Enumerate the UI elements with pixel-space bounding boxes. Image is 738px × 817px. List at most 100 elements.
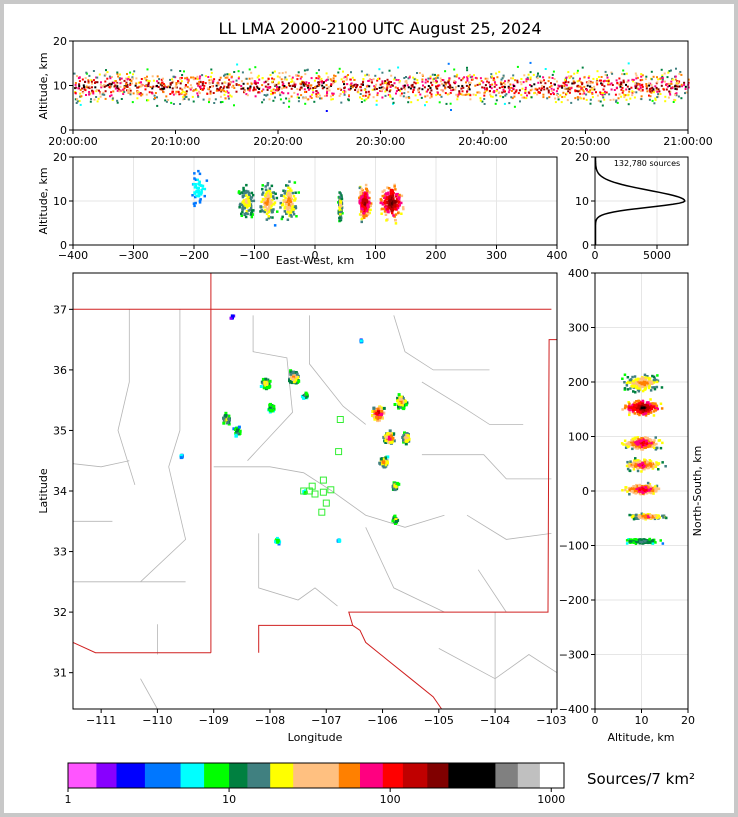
ew-height-mark bbox=[289, 200, 292, 203]
time-height-mark bbox=[182, 90, 184, 93]
time-height-mark bbox=[579, 92, 582, 95]
time-height-mark bbox=[127, 89, 130, 92]
time-height-mark bbox=[373, 85, 376, 88]
colorbar-swatch bbox=[144, 763, 182, 788]
time-height-mark bbox=[474, 76, 477, 79]
plan-view-panel: Longitude Latitude −111 −110 −109 −108 −107−… bbox=[37, 272, 566, 744]
time-height-mark bbox=[622, 93, 625, 96]
figure-frame: LL LMA 2000-2100 UTC August 25, 2024 Alt… bbox=[4, 4, 734, 813]
time-height-mark bbox=[180, 80, 183, 83]
ns-height-mark bbox=[638, 542, 642, 545]
time-height-mark bbox=[131, 101, 134, 104]
time-height-mark bbox=[314, 86, 316, 89]
ew-height-mark bbox=[367, 205, 370, 209]
time-height-mark bbox=[192, 78, 195, 81]
time-height-mark bbox=[389, 89, 392, 92]
colorbar-swatch bbox=[229, 763, 248, 788]
time-height-mark bbox=[179, 78, 182, 80]
time-height-mark bbox=[152, 79, 155, 82]
ns-height-mark bbox=[639, 539, 643, 543]
ns-height-mark bbox=[661, 461, 664, 464]
ew-height-mark bbox=[384, 213, 388, 216]
ns-height-mark bbox=[653, 439, 656, 442]
ns-height-mark bbox=[637, 538, 640, 542]
ns-ytick-label: 400 bbox=[568, 267, 589, 280]
time-height-mark bbox=[621, 73, 623, 76]
time-height-mark bbox=[529, 78, 532, 81]
colorbar-swatch bbox=[495, 763, 519, 788]
time-height-mark bbox=[448, 92, 451, 95]
time-height-mark bbox=[387, 81, 390, 84]
time-height-mark bbox=[318, 81, 321, 84]
ns-height-mark bbox=[634, 463, 638, 466]
ew-height-mark bbox=[286, 210, 289, 214]
time-height-mark bbox=[255, 85, 258, 88]
time-height-mark bbox=[254, 80, 257, 83]
time-height-mark bbox=[232, 84, 235, 87]
plan-source-mark bbox=[404, 442, 408, 446]
ew-height-mark bbox=[286, 184, 290, 188]
time-height-mark bbox=[340, 88, 343, 91]
ns-height-mark bbox=[631, 447, 634, 451]
time-height-mark bbox=[561, 86, 564, 89]
time-height-mark bbox=[370, 79, 373, 82]
time-height-mark bbox=[378, 86, 381, 89]
ns-height-mark bbox=[625, 442, 628, 446]
time-height-mark bbox=[309, 87, 312, 90]
time-height-mark bbox=[430, 89, 433, 92]
time-height-mark bbox=[350, 71, 352, 74]
ns-height-mark bbox=[629, 387, 632, 390]
colorbar-swatch bbox=[96, 763, 117, 788]
ns-height-mark bbox=[626, 490, 629, 493]
time-height-mark bbox=[116, 72, 119, 75]
time-height-mark bbox=[177, 80, 179, 83]
ew-height-mark bbox=[339, 210, 343, 214]
time-height-mark bbox=[579, 96, 581, 99]
time-height-mark bbox=[274, 96, 276, 99]
time-height-mark bbox=[362, 94, 365, 97]
time-height-mark bbox=[654, 97, 657, 100]
ew-height-mark bbox=[201, 187, 204, 190]
time-height-mark bbox=[431, 84, 434, 87]
time-height-mark bbox=[552, 93, 555, 96]
time-height-mark bbox=[276, 75, 279, 78]
time-height-mark bbox=[493, 81, 496, 84]
time-height-mark bbox=[435, 94, 438, 97]
time-height-mark bbox=[315, 85, 318, 88]
time-height-mark bbox=[511, 97, 514, 100]
plan-source-mark bbox=[379, 457, 383, 461]
ew-height-mark bbox=[396, 200, 399, 203]
ns-height-mark bbox=[628, 464, 631, 468]
ew-height-mark bbox=[284, 205, 287, 209]
plan-source-mark bbox=[378, 414, 382, 418]
time-height-mark bbox=[670, 69, 672, 72]
time-height-mark bbox=[161, 87, 164, 90]
time-height-mark bbox=[678, 72, 681, 75]
plan-source-mark bbox=[403, 431, 406, 435]
ns-height-mark bbox=[636, 388, 640, 391]
ns-height-mark bbox=[644, 486, 648, 489]
time-height-mark bbox=[84, 89, 87, 92]
ew-height-mark bbox=[262, 198, 265, 201]
ew-height-mark bbox=[367, 196, 370, 200]
time-height-mark bbox=[656, 96, 659, 99]
ns-height-mark bbox=[639, 464, 642, 467]
time-height-mark bbox=[74, 91, 77, 94]
time-height-ytick-label: 0 bbox=[60, 124, 67, 137]
time-height-mark bbox=[636, 76, 639, 79]
time-height-mark bbox=[600, 76, 603, 78]
time-height-mark bbox=[516, 81, 519, 84]
time-height-mark bbox=[129, 89, 132, 92]
time-height-mark bbox=[562, 81, 565, 84]
plan-ytick-label: 34 bbox=[53, 485, 67, 498]
time-height-mark bbox=[347, 88, 350, 91]
time-height-mark bbox=[619, 85, 622, 88]
time-height-mark bbox=[115, 82, 118, 85]
ns-height-mark bbox=[636, 461, 639, 464]
time-height-mark bbox=[293, 81, 296, 84]
ns-height-mark bbox=[643, 382, 646, 386]
time-height-mark bbox=[201, 74, 204, 77]
ns-height-mark bbox=[647, 438, 650, 441]
histogram-ytick-label: 20 bbox=[575, 151, 589, 164]
ns-height-mark bbox=[647, 486, 651, 489]
